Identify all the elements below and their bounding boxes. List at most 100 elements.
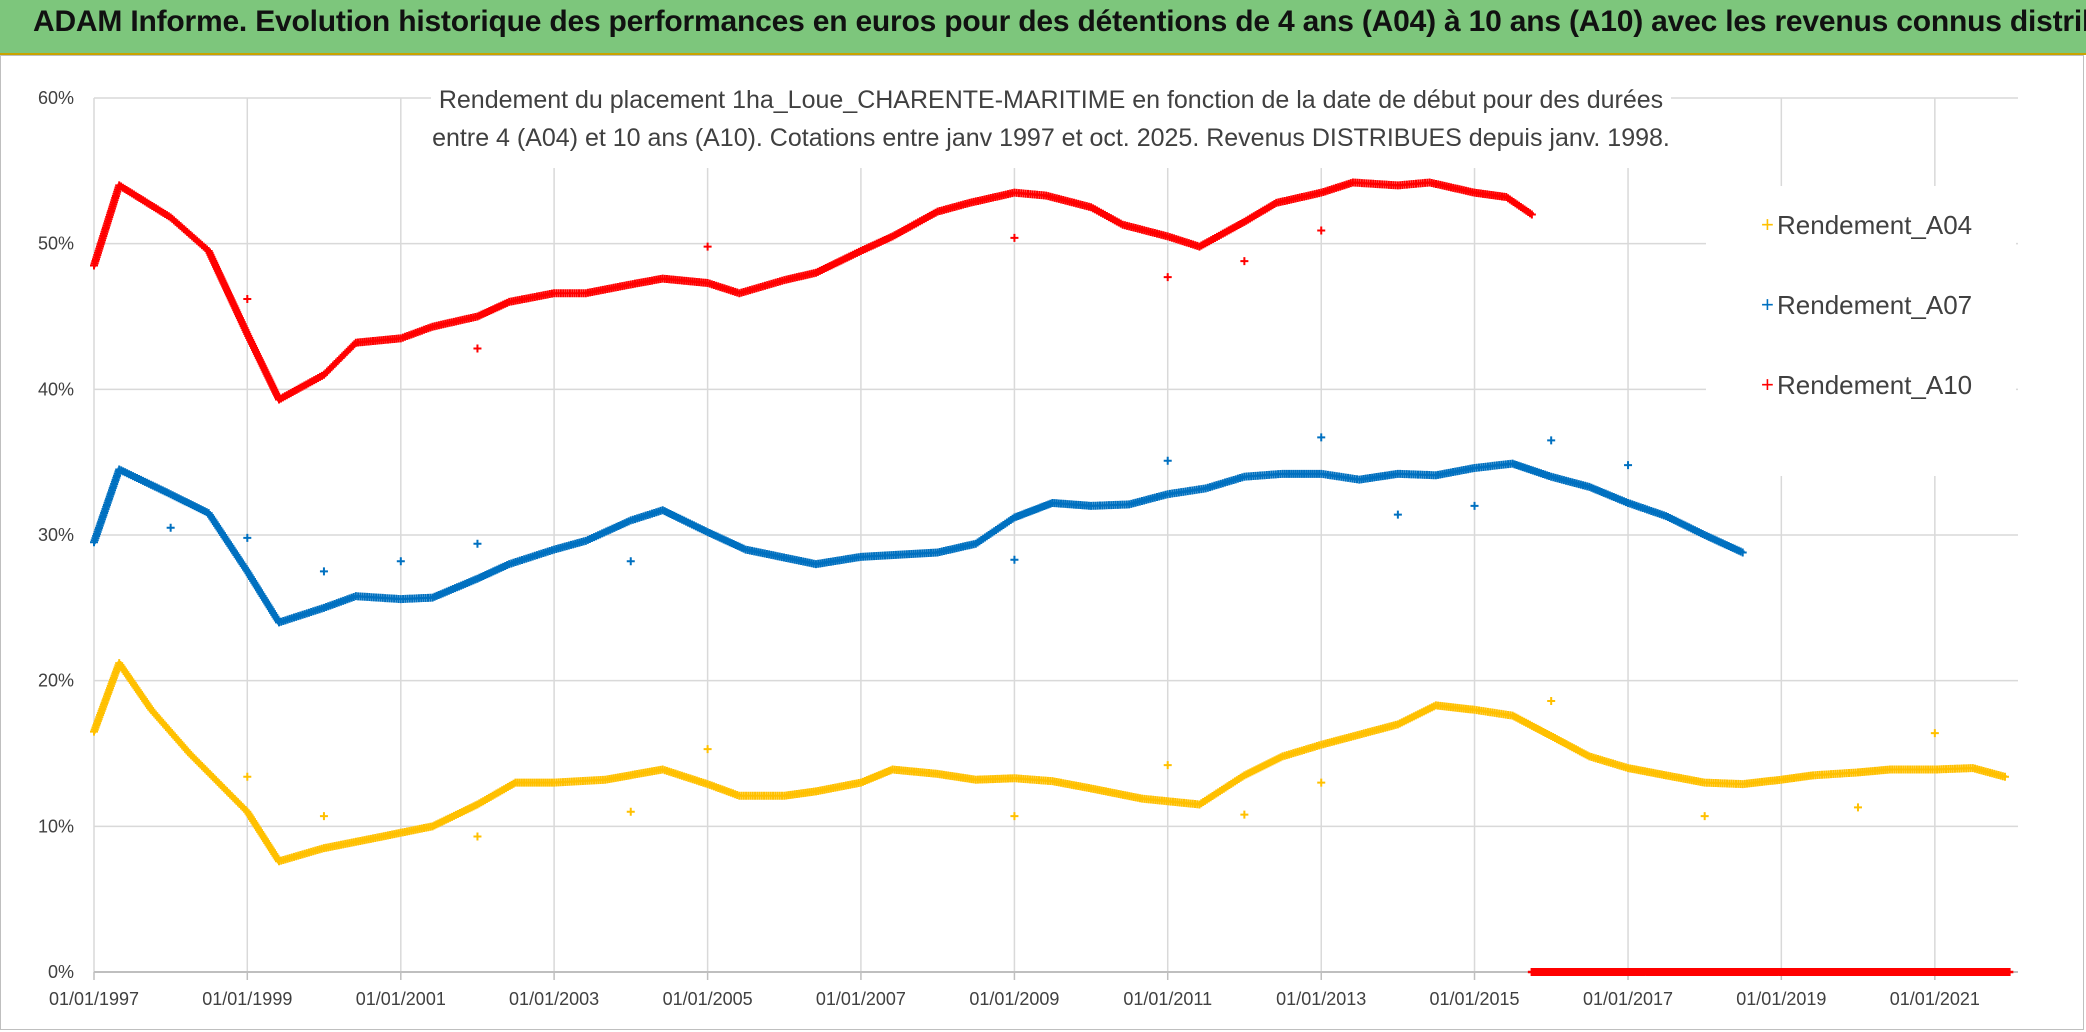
- data-point-outlier: [1547, 436, 1556, 445]
- data-point-run: [1626, 764, 1668, 779]
- data-point-outlier: [1700, 812, 1709, 821]
- chart-frame: 0% 10% 20% 30% 40% 50% 60% 01/01/1997 01/01/1999…: [0, 55, 2084, 1030]
- data-point-run: [1089, 500, 1131, 510]
- data-point-run: [244, 809, 282, 864]
- data-point-run: [603, 765, 665, 784]
- data-point-run: [1396, 469, 1438, 480]
- data-point-run: [1504, 194, 1535, 218]
- data-point-run: [354, 334, 403, 347]
- data-point-run: [552, 289, 588, 298]
- data-point-run: [1280, 469, 1324, 478]
- chart-title-line-1: Rendement du placement 1ha_Loue_CHARENTE…: [439, 86, 1663, 114]
- data-point-run: [737, 276, 787, 297]
- data-point-run: [1395, 702, 1438, 728]
- data-point-run: [1140, 794, 1202, 809]
- data-point-run: [1280, 741, 1324, 760]
- data-point-outlier: [1010, 233, 1019, 242]
- data-point-run: [244, 331, 283, 402]
- x-tick-label: 01/01/2007: [816, 989, 906, 1009]
- data-point-run: [205, 510, 251, 574]
- data-point-run: [1127, 490, 1170, 508]
- legend-marker-a04: +: [1761, 212, 1774, 237]
- data-point-run: [1044, 192, 1093, 211]
- data-point-run: [1587, 483, 1630, 507]
- data-point-outlier: [1624, 461, 1633, 470]
- data-point-run: [148, 707, 193, 756]
- y-tick-label: 20%: [38, 671, 74, 691]
- data-point-run: [1933, 764, 1975, 774]
- data-point-run: [1856, 765, 1892, 777]
- legend-label-a04: Rendement_A04: [1777, 210, 1972, 240]
- data-point-run: [1197, 772, 1247, 808]
- data-point-outlier: [1317, 778, 1326, 787]
- data-point-outlier: [319, 567, 328, 576]
- data-point-run: [705, 529, 748, 553]
- data-point-run: [1050, 777, 1093, 793]
- y-tick-label: 30%: [38, 525, 74, 545]
- data-point-run: [583, 517, 633, 544]
- data-point-run: [1510, 712, 1554, 739]
- data-point-run: [1197, 218, 1247, 250]
- data-point-outlier: [1240, 257, 1249, 266]
- data-point-outlier: [473, 832, 482, 841]
- data-point-run: [813, 247, 863, 276]
- chart-legend: + Rendement_A04 + Rendement_A07 + Rendem…: [1706, 186, 2016, 476]
- data-point-outlier: [1240, 810, 1249, 819]
- data-point-run: [398, 323, 435, 342]
- y-tick-label: 0%: [48, 962, 74, 982]
- data-point-outlier: [473, 344, 482, 353]
- data-point-run: [1274, 189, 1324, 207]
- y-tick-label: 60%: [38, 88, 74, 108]
- data-point-run: [973, 514, 1017, 547]
- data-point-run: [1626, 499, 1668, 520]
- data-point-outlier: [1317, 433, 1326, 442]
- data-point-run: [552, 775, 607, 787]
- data-point-run: [1587, 753, 1630, 772]
- data-point-run: [705, 780, 742, 799]
- data-point-run: [1165, 233, 1202, 250]
- data-point-run: [513, 778, 556, 787]
- data-point-run: [1012, 499, 1055, 521]
- data-point-run: [967, 189, 1017, 207]
- chart-title-background: [431, 68, 1671, 168]
- data-point-outlier: [626, 557, 635, 566]
- data-point-run: [859, 548, 940, 561]
- data-point-run: [475, 298, 512, 320]
- data-point-run: [782, 787, 818, 800]
- data-point-run: [890, 208, 940, 240]
- y-tick-label: 10%: [38, 816, 74, 836]
- data-point-outlier: [1317, 226, 1326, 235]
- data-point-run: [1472, 459, 1515, 472]
- x-tick-label: 01/01/2011: [1123, 989, 1212, 1009]
- data-point-run: [321, 340, 359, 378]
- data-point-run: [399, 593, 435, 603]
- data-point-outlier: [1470, 501, 1479, 510]
- x-tick-label: 01/01/2021: [1890, 989, 1980, 1009]
- x-tick-label: 01/01/2019: [1736, 989, 1826, 1009]
- data-point-run: [90, 661, 123, 734]
- data-point-run: [1664, 771, 1707, 787]
- data-point-outlier: [703, 745, 712, 754]
- data-point-run: [628, 506, 665, 524]
- data-point-outlier: [1930, 729, 1939, 738]
- data-point-run: [168, 214, 212, 254]
- data-point-run: [116, 660, 155, 713]
- data-point-run: [354, 592, 403, 603]
- data-point-run: [168, 491, 211, 517]
- data-point-run: [1472, 706, 1515, 720]
- data-point-run: [507, 289, 556, 306]
- x-tick-label: 01/01/2001: [356, 989, 446, 1009]
- data-point-run: [1242, 753, 1285, 779]
- data-point-run: [1165, 484, 1208, 498]
- data-point-outlier: [1163, 273, 1172, 282]
- data-point-run: [935, 770, 978, 784]
- data-point-run: [1702, 531, 1745, 556]
- data-point-run: [1811, 768, 1860, 780]
- data-point-run: [373, 822, 435, 842]
- data-point-run: [814, 779, 863, 795]
- data-point-run: [1434, 464, 1477, 479]
- series-rendement-a04: [90, 659, 2009, 866]
- data-point-zero-run: [1527, 968, 2014, 976]
- data-point-run: [858, 766, 895, 786]
- data-point-run: [117, 182, 173, 221]
